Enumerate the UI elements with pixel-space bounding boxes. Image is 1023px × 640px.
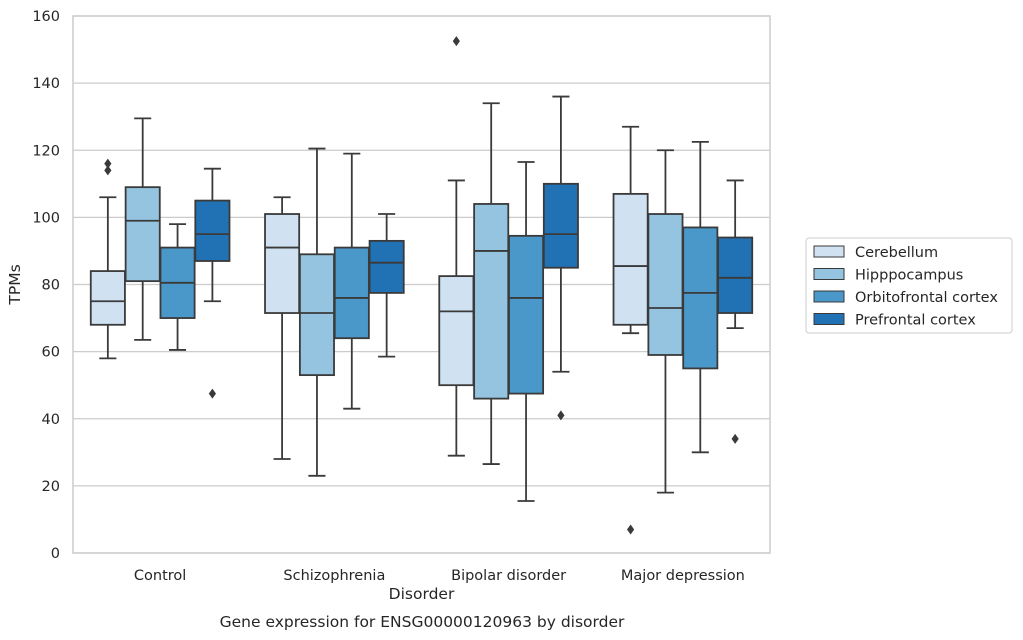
y-tick-label: 160 [32, 9, 60, 25]
x-tick-labels: Control Schizophrenia Bipolar disorder Majo… [134, 568, 745, 584]
legend-swatch [813, 290, 845, 303]
y-tick-label: 140 [32, 76, 60, 92]
box-orbitofrontal-cortex [682, 140, 719, 454]
outlier-point [208, 388, 216, 399]
box-orbitofrontal-cortex [333, 152, 370, 410]
boxes-layer [89, 36, 754, 535]
y-tick-label: 80 [42, 278, 60, 294]
y-tick-labels: 0 20 40 60 80 100 120 140 160 [32, 9, 60, 562]
x-tick-label: Bipolar disorder [451, 568, 566, 584]
box-prefrontal-cortex [368, 213, 405, 358]
box-cerebellum [264, 196, 301, 460]
legend-label: Cerebellum [855, 245, 938, 261]
outlier-point [557, 410, 565, 421]
box-cerebellum [438, 36, 475, 457]
legend-label: Prefrontal cortex [855, 313, 976, 329]
outlier-point [104, 158, 112, 169]
chart-caption: Gene expression for ENSG00000120963 by d… [220, 613, 625, 631]
box-iqr [368, 239, 405, 294]
outlier-point [627, 524, 635, 535]
legend-label: Orbitofrontal cortex [855, 290, 998, 306]
box-hipppocampus [647, 149, 684, 494]
box-iqr [717, 236, 754, 314]
box-iqr [194, 199, 231, 262]
y-tick-label: 0 [51, 546, 60, 562]
box-iqr [264, 213, 301, 314]
box-iqr [89, 270, 126, 326]
box-iqr [542, 182, 579, 269]
box-hipppocampus [124, 117, 161, 341]
outlier-point [731, 433, 739, 444]
box-prefrontal-cortex [194, 167, 231, 399]
box-iqr [438, 275, 475, 387]
y-tick-label: 120 [32, 143, 60, 159]
legend-swatch [813, 245, 845, 258]
x-axis-label: Disorder [389, 585, 455, 603]
box-cerebellum [612, 125, 649, 535]
box-iqr [473, 203, 510, 400]
box-hipppocampus [473, 102, 510, 465]
box-iqr [333, 246, 370, 340]
box-iqr [508, 234, 545, 395]
box-iqr [298, 253, 335, 377]
y-tick-label: 60 [42, 345, 60, 361]
legend-swatch [813, 268, 845, 280]
box-orbitofrontal-cortex [508, 161, 545, 502]
outlier-point [452, 36, 460, 47]
y-tick-label: 40 [42, 412, 60, 428]
box-iqr [647, 213, 684, 356]
y-axis-label: TPMs [6, 264, 24, 305]
legend: Cerebellum Hipppocampus Orbitofrontal cort… [805, 237, 1013, 334]
box-hipppocampus [298, 147, 335, 477]
box-cerebellum [89, 158, 126, 360]
legend-swatch [813, 313, 845, 325]
box-iqr [124, 186, 161, 283]
legend-frame [805, 237, 1013, 334]
y-tick-label: 20 [42, 479, 60, 495]
x-tick-label: Schizophrenia [283, 568, 385, 584]
x-tick-label: Control [134, 568, 186, 584]
box-iqr [682, 226, 719, 370]
plot-frame [72, 15, 771, 554]
box-iqr [612, 192, 649, 326]
box-orbitofrontal-cortex [159, 223, 196, 351]
outlier-point [104, 165, 112, 176]
box-prefrontal-cortex [542, 95, 579, 421]
box-prefrontal-cortex [717, 179, 754, 444]
y-tick-label: 100 [32, 210, 60, 226]
x-tick-label: Major depression [621, 568, 745, 584]
legend-label: Hipppocampus [855, 268, 963, 284]
